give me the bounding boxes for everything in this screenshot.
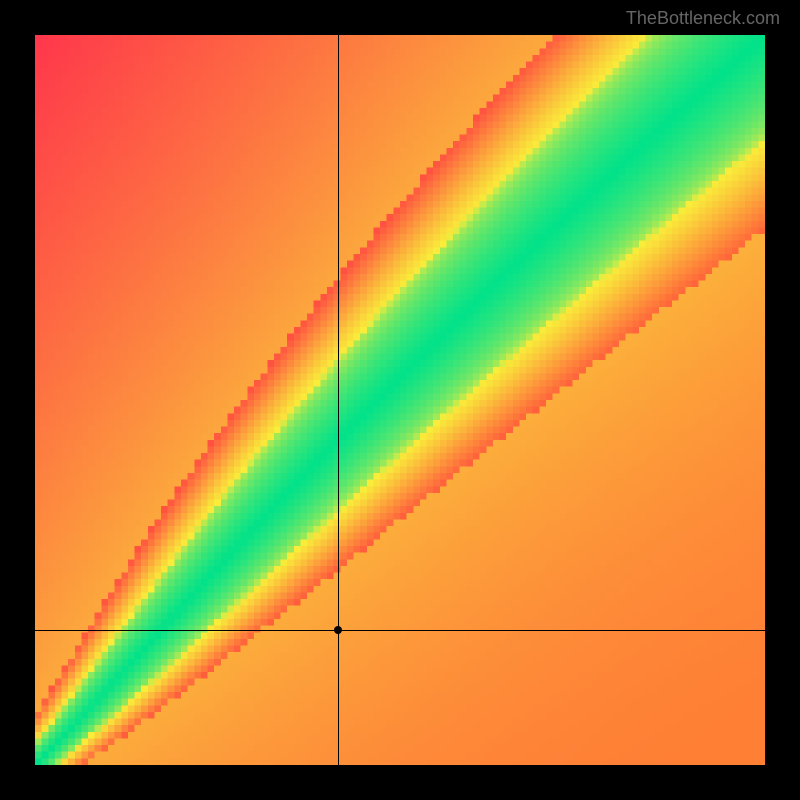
heatmap-canvas (35, 35, 765, 765)
bottleneck-heatmap (35, 35, 765, 765)
watermark-text: TheBottleneck.com (626, 8, 780, 29)
crosshair-vertical (338, 35, 339, 765)
crosshair-horizontal (35, 630, 765, 631)
crosshair-marker (334, 626, 342, 634)
